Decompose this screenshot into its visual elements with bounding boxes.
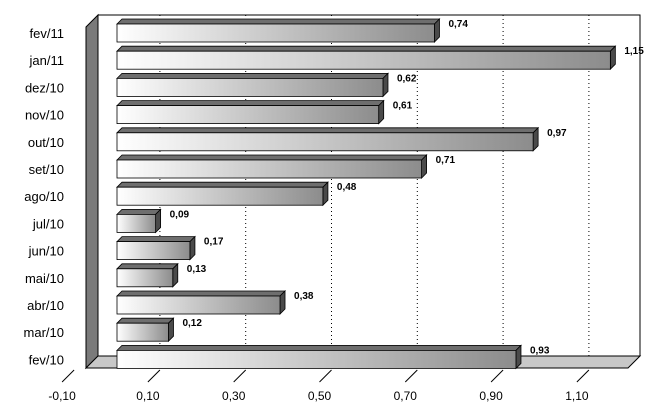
bar-front (116, 295, 281, 315)
category-label: dez/10 (25, 80, 64, 95)
bar (116, 18, 441, 43)
value-label: 0,74 (448, 19, 468, 30)
bar-top (116, 100, 385, 106)
category-label: mai/10 (25, 271, 64, 286)
x-tick (147, 369, 161, 383)
bar-top (116, 236, 196, 243)
x-tick (233, 369, 247, 383)
bar (116, 344, 522, 370)
category-label: nov/10 (25, 108, 64, 123)
x-tick-label: 0,30 (222, 389, 246, 403)
value-label: 0,61 (393, 101, 413, 112)
x-tick-label: 0,10 (136, 389, 160, 403)
bar (116, 317, 175, 343)
bar (116, 181, 329, 207)
x-tick (319, 369, 332, 383)
category-label: mar/10 (24, 325, 64, 340)
bars (116, 18, 617, 370)
bar-front (116, 159, 422, 179)
bar-top (116, 317, 175, 324)
value-label: 0,13 (187, 264, 207, 275)
bar (116, 290, 286, 315)
bar-top (116, 263, 179, 270)
x-tick-label: -0,10 (48, 389, 76, 403)
value-label: 0,12 (182, 318, 202, 329)
bar-front (116, 105, 380, 124)
x-tick-label: 0,70 (394, 389, 418, 403)
bar-front (116, 78, 384, 97)
x-tick-label: 1,10 (565, 389, 589, 403)
category-label: jun/10 (28, 244, 64, 259)
bar-front (116, 23, 435, 43)
value-label: 0,17 (204, 237, 224, 248)
bar (116, 262, 179, 288)
x-tick-label: 0,50 (308, 389, 332, 403)
category-label: abr/10 (27, 298, 64, 313)
bar-front (116, 322, 169, 342)
bar-top (116, 73, 389, 79)
bar-top (116, 18, 441, 25)
value-label: 0,38 (294, 291, 314, 302)
bar-front (116, 241, 191, 261)
value-label: 0,71 (436, 155, 456, 166)
value-label: 0,97 (547, 128, 567, 139)
bar-top (116, 45, 617, 52)
bar-top (116, 181, 329, 188)
x-axis-tick-labels: -0,10 0,10 0,30 0,50 0,70 0,90 1,10 (48, 389, 588, 403)
category-label: fev/11 (30, 26, 64, 41)
value-label: 0,93 (530, 345, 550, 356)
bar (116, 99, 385, 125)
bar (116, 45, 617, 71)
x-tick (404, 369, 418, 383)
bar-top (116, 344, 522, 351)
bar (116, 208, 162, 234)
bar (116, 72, 389, 98)
category-label: ago/10 (24, 189, 64, 204)
value-labels: 0,74 1,15 0,62 0,61 0,97 0,71 0,48 0,09 0,17 0,13… (170, 19, 645, 356)
category-labels: fev/11 jan/11 dez/10 nov/10 out/10 set/10 ago/… (24, 26, 64, 367)
value-label: 1,15 (624, 46, 644, 57)
bar-front (116, 186, 324, 206)
bar-front (116, 50, 611, 70)
bar-top (116, 290, 286, 297)
bar-front (116, 132, 534, 152)
bar (116, 235, 196, 261)
value-label: 0,62 (397, 73, 417, 84)
x-tick (490, 369, 504, 383)
bar-front (116, 349, 517, 369)
bar-top (116, 127, 540, 134)
category-label: jul/10 (32, 216, 64, 231)
x-tick (576, 369, 590, 383)
bar-top (116, 208, 162, 215)
left-wall (85, 13, 99, 370)
x-tick (61, 369, 75, 383)
bar (116, 154, 428, 179)
bar-top (116, 154, 428, 161)
category-label: out/10 (28, 135, 64, 150)
x-tick-label: 0,90 (479, 389, 503, 403)
value-label: 0,09 (170, 209, 190, 220)
category-label: jan/11 (29, 53, 64, 68)
category-label: fev/10 (29, 352, 64, 367)
bar (116, 126, 540, 152)
value-label: 0,48 (337, 182, 357, 193)
bar-front (116, 268, 174, 288)
bar-front (116, 213, 157, 233)
category-label: set/10 (29, 162, 64, 177)
